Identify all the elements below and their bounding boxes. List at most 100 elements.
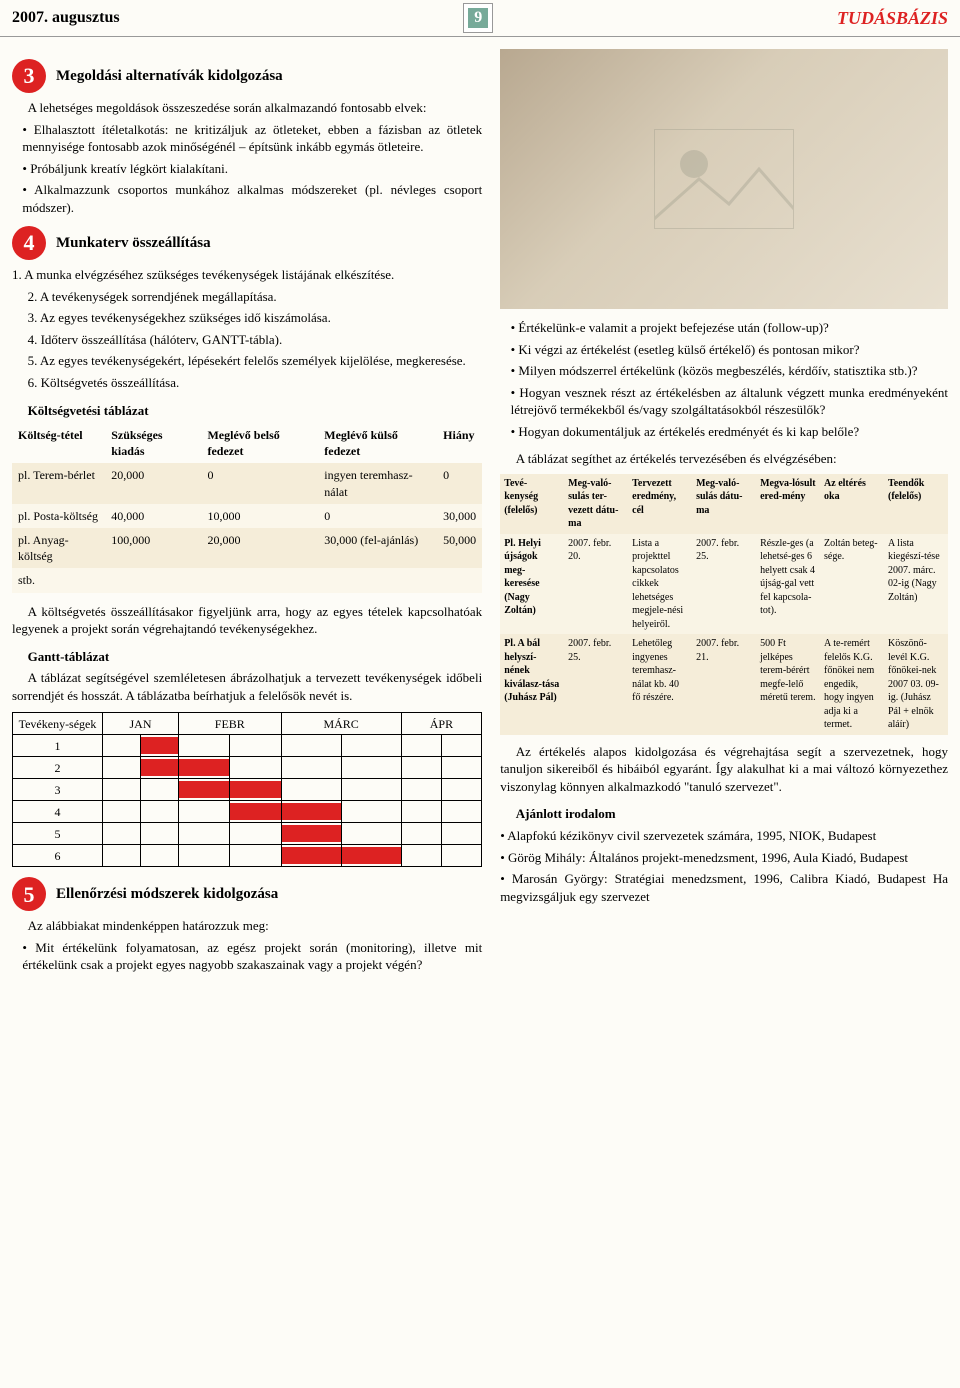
eval-cell: 2007. febr. 25. bbox=[692, 534, 756, 635]
budget-col-3: Meglévő külső fedezet bbox=[318, 423, 437, 463]
budget-row: stb. bbox=[12, 568, 482, 592]
budget-cell: 30,000 bbox=[437, 504, 482, 528]
section5-head: 5 Ellenőrzési módszerek kidolgozása bbox=[12, 877, 482, 911]
budget-caption: A költségvetés összeállításakor figyeljü… bbox=[12, 603, 482, 638]
gantt-cell bbox=[401, 845, 441, 867]
eval-cell: Lehetőleg ingyenes teremhasz-nálat kb. 4… bbox=[628, 634, 692, 735]
section4-title: Munkaterv összeállítása bbox=[56, 233, 211, 253]
eval-row: Pl. A bál helyszí-nének kiválasz-tása (J… bbox=[500, 634, 948, 735]
gantt-cell bbox=[341, 801, 401, 823]
gantt-cell bbox=[441, 757, 481, 779]
budget-cell: 100,000 bbox=[105, 528, 201, 568]
section5-title: Ellenőrzési módszerek kidolgozása bbox=[56, 884, 278, 904]
gantt-cell bbox=[281, 823, 341, 845]
eval-cell: Pl. Helyi újságok meg-keresése (Nagy Zol… bbox=[500, 534, 564, 635]
section5-right-1: • Ki végzi az értékelést (esetleg külső … bbox=[500, 341, 948, 359]
eval-col: Meg-való-sulás ter-vezett dátu-ma bbox=[564, 474, 628, 534]
gantt-bar bbox=[141, 737, 178, 754]
eval-cell: Részle-ges (a lehetsé-ges 6 helyett csak… bbox=[756, 534, 820, 635]
budget-row: pl. Anyag-költség100,00020,00030,000 (fe… bbox=[12, 528, 482, 568]
budget-cell bbox=[437, 568, 482, 592]
eval-cell: Lista a projekttel kapcsolatos cikkek le… bbox=[628, 534, 692, 635]
gantt-cell bbox=[103, 823, 141, 845]
budget-col-2: Meglévő belső fedezet bbox=[201, 423, 318, 463]
budget-cell: 30,000 (fel-ajánlás) bbox=[318, 528, 437, 568]
gantt-cell bbox=[103, 757, 141, 779]
gantt-cell bbox=[179, 735, 230, 757]
gantt-cell bbox=[230, 801, 281, 823]
eval-header-row: Tevé-kenység (felelős)Meg-való-sulás ter… bbox=[500, 474, 948, 534]
header-section: TUDÁSBÁZIS bbox=[837, 6, 948, 30]
gantt-cell bbox=[230, 735, 281, 757]
gantt-cell bbox=[179, 845, 230, 867]
gantt-row: 5 bbox=[13, 823, 482, 845]
page-number: 9 bbox=[464, 4, 492, 32]
gantt-cell bbox=[401, 823, 441, 845]
gantt-bar bbox=[342, 847, 401, 864]
section5-left-0: • Mit értékelünk folyamatosan, az egész … bbox=[12, 939, 482, 974]
budget-col-4: Hiány bbox=[437, 423, 482, 463]
gantt-task-num: 1 bbox=[13, 735, 103, 757]
gantt-cell bbox=[230, 757, 281, 779]
gantt-bar bbox=[230, 803, 280, 820]
gantt-cell bbox=[141, 757, 179, 779]
header-bar: 2007. augusztus 9 TUDÁSBÁZIS bbox=[0, 0, 960, 37]
gantt-cell bbox=[281, 757, 341, 779]
section5-intro: Az alábbiakat mindenképpen határozzuk me… bbox=[12, 917, 482, 935]
gantt-bar bbox=[141, 759, 178, 776]
header-date: 2007. augusztus bbox=[12, 7, 120, 29]
eval-cell: Pl. A bál helyszí-nének kiválasz-tása (J… bbox=[500, 634, 564, 735]
budget-cell: pl. Posta-költség bbox=[12, 504, 105, 528]
left-column: 3 Megoldási alternatívák kidolgozása A l… bbox=[12, 49, 482, 978]
gantt-task-num: 4 bbox=[13, 801, 103, 823]
gantt-cell bbox=[179, 779, 230, 801]
section3-item-0: • Elhalasztott ítéletalkotás: ne kritizá… bbox=[12, 121, 482, 156]
gantt-cell bbox=[179, 757, 230, 779]
budget-cell: stb. bbox=[12, 568, 105, 592]
budget-cell: 10,000 bbox=[201, 504, 318, 528]
eval-col: Megva-lósult ered-mény bbox=[756, 474, 820, 534]
section3-title: Megoldási alternatívák kidolgozása bbox=[56, 66, 283, 86]
budget-cell: pl. Anyag-költség bbox=[12, 528, 105, 568]
budget-cell bbox=[201, 568, 318, 592]
section5-right-3: • Hogyan vesznek részt az értékelésben a… bbox=[500, 384, 948, 419]
gantt-table: Tevékeny-ségekJANFEBRMÁRCÁPR 123456 bbox=[12, 712, 482, 867]
gantt-bar bbox=[179, 759, 229, 776]
right-column: • Értékelünk-e valamit a projekt befejez… bbox=[500, 49, 948, 978]
gantt-month: JAN bbox=[103, 713, 179, 735]
gantt-cell bbox=[341, 779, 401, 801]
gantt-bar bbox=[230, 781, 280, 798]
gantt-row: 2 bbox=[13, 757, 482, 779]
section4-item-0: 1. A munka elvégzéséhez szükséges tevéke… bbox=[12, 266, 482, 284]
budget-cell: 40,000 bbox=[105, 504, 201, 528]
gantt-month: MÁRC bbox=[281, 713, 401, 735]
gantt-head: Gantt-táblázat bbox=[12, 648, 482, 666]
gantt-header-row: Tevékeny-ségekJANFEBRMÁRCÁPR bbox=[13, 713, 482, 735]
gantt-cell bbox=[179, 823, 230, 845]
gantt-cell bbox=[230, 779, 281, 801]
budget-cell: 20,000 bbox=[201, 528, 318, 568]
eval-col: Tevé-kenység (felelős) bbox=[500, 474, 564, 534]
gantt-bar bbox=[179, 781, 229, 798]
budget-cell: 0 bbox=[201, 463, 318, 503]
badge-5: 5 bbox=[12, 877, 46, 911]
gantt-cell bbox=[341, 845, 401, 867]
gantt-cell bbox=[281, 801, 341, 823]
gantt-cell bbox=[141, 801, 179, 823]
gantt-cell bbox=[401, 779, 441, 801]
section5-right-2: • Milyen módszerrel értékelünk (közös me… bbox=[500, 362, 948, 380]
budget-cell: 20,000 bbox=[105, 463, 201, 503]
gantt-task-num: 3 bbox=[13, 779, 103, 801]
section5-right-4: • Hogyan dokumentáljuk az értékelés ered… bbox=[500, 423, 948, 441]
budget-cell bbox=[318, 568, 437, 592]
gantt-text: A táblázat segítségével szemléletesen áb… bbox=[12, 669, 482, 704]
eval-table: Tevé-kenység (felelős)Meg-való-sulás ter… bbox=[500, 474, 948, 735]
eval-col: Teendők (felelős) bbox=[884, 474, 948, 534]
gantt-cell bbox=[401, 801, 441, 823]
eval-cell: A te-remért felelős K.G. főnökei nem eng… bbox=[820, 634, 884, 735]
gantt-cell bbox=[401, 757, 441, 779]
gantt-cell bbox=[179, 801, 230, 823]
gantt-cell bbox=[103, 801, 141, 823]
article-photo bbox=[500, 49, 948, 309]
gantt-cell bbox=[103, 845, 141, 867]
